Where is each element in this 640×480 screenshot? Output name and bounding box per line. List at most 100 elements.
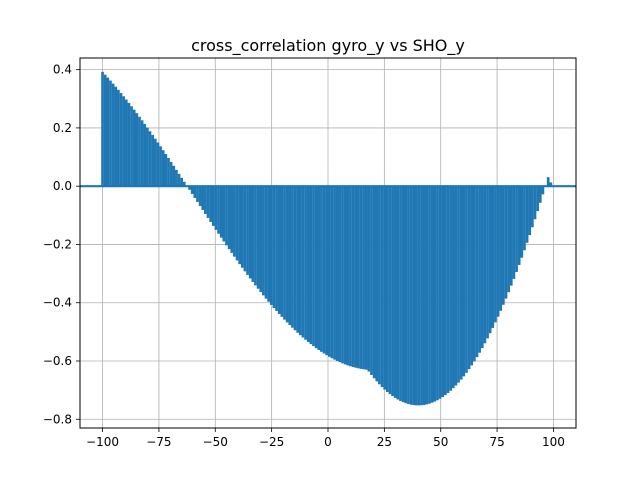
data-bar	[362, 186, 365, 370]
data-bar	[296, 186, 300, 333]
data-bar	[161, 150, 165, 187]
data-bar	[385, 186, 389, 392]
data-bar	[177, 173, 181, 187]
data-bar	[317, 186, 321, 351]
data-bar	[182, 181, 186, 187]
data-bar	[148, 131, 152, 187]
data-bar	[454, 186, 458, 386]
y-axis-ticks: −0.8 −0.6 −0.4 −0.2 0.0 0.2 0.4	[43, 63, 80, 426]
data-bar	[422, 186, 426, 405]
data-bar	[391, 186, 394, 397]
data-bar	[401, 186, 405, 403]
data-bar	[465, 186, 468, 373]
x-tick-label: 100	[542, 435, 565, 449]
data-bar	[473, 186, 476, 362]
data-bar	[407, 186, 410, 405]
data-bar	[264, 186, 268, 299]
data-bar	[438, 186, 442, 399]
y-tick-label: 0.4	[53, 63, 72, 77]
data-bar	[449, 186, 452, 391]
data-bar	[153, 138, 157, 187]
data-bar	[122, 96, 125, 187]
data-bar	[143, 123, 147, 187]
data-bar	[306, 186, 310, 342]
data-bar	[238, 186, 242, 265]
data-bar	[446, 186, 450, 394]
data-bar	[359, 186, 363, 369]
data-bar	[504, 186, 508, 299]
data-bar	[523, 186, 526, 251]
data-bar	[206, 186, 210, 218]
data-bar	[119, 93, 123, 187]
data-bar	[293, 186, 297, 331]
chart-title: cross_correlation gyro_y vs SHO_y	[191, 36, 465, 56]
data-bar	[277, 186, 281, 314]
data-bar	[103, 74, 107, 187]
data-bar	[222, 186, 226, 242]
data-bar	[351, 186, 355, 368]
data-bar	[367, 186, 371, 372]
data-bar	[343, 186, 347, 365]
data-bar	[364, 186, 368, 370]
data-bar	[314, 186, 318, 349]
data-bar	[393, 186, 397, 398]
data-bar	[496, 186, 500, 317]
data-bar	[230, 186, 234, 253]
data-bar	[430, 186, 434, 403]
data-bar	[444, 186, 447, 396]
data-bar	[117, 89, 120, 187]
data-bar	[509, 186, 513, 286]
data-bar	[383, 186, 387, 390]
data-bar	[425, 186, 429, 405]
data-bar	[502, 186, 505, 305]
data-bar	[190, 186, 194, 194]
data-bar	[330, 186, 334, 359]
data-bar	[515, 186, 518, 272]
data-bar	[114, 86, 118, 187]
y-tick-label: −0.6	[43, 354, 72, 368]
data-bar	[346, 186, 350, 366]
data-bar	[372, 186, 376, 379]
bar-layer	[101, 71, 555, 406]
data-bar	[298, 186, 302, 336]
data-bar	[312, 186, 315, 347]
data-bar	[193, 186, 197, 198]
data-bar	[211, 186, 215, 226]
data-bar	[256, 186, 260, 289]
data-bar	[375, 186, 379, 382]
data-bar	[272, 186, 276, 308]
data-bar	[269, 186, 273, 305]
y-tick-label: 0.2	[53, 121, 72, 135]
x-tick-label: −25	[259, 435, 284, 449]
data-bar	[304, 186, 307, 340]
x-axis-ticks: −100 −75 −50 −25 0 25 50 75 100	[86, 428, 565, 449]
data-bar	[175, 169, 178, 187]
x-tick-label: −50	[203, 435, 228, 449]
data-bar	[167, 157, 170, 187]
data-bar	[151, 134, 154, 187]
data-bar	[180, 177, 183, 187]
data-bar	[248, 186, 252, 279]
y-tick-label: −0.8	[43, 412, 72, 426]
data-bar	[486, 186, 489, 339]
y-tick-label: 0.0	[53, 179, 72, 193]
data-bar	[525, 186, 529, 243]
data-bar	[159, 146, 162, 187]
data-bar	[135, 113, 139, 187]
data-bar	[428, 186, 431, 404]
data-bar	[327, 186, 331, 357]
data-bar	[404, 186, 408, 404]
data-bar	[130, 106, 133, 187]
data-bar	[106, 77, 110, 187]
data-bar	[354, 186, 358, 368]
data-bar	[378, 186, 381, 385]
data-bar	[441, 186, 445, 398]
data-bar	[240, 186, 244, 268]
data-bar	[457, 186, 460, 383]
data-bar	[111, 83, 115, 187]
data-bar	[243, 186, 247, 272]
data-bar	[138, 116, 141, 187]
data-bar	[140, 120, 144, 187]
data-bar	[285, 186, 289, 323]
